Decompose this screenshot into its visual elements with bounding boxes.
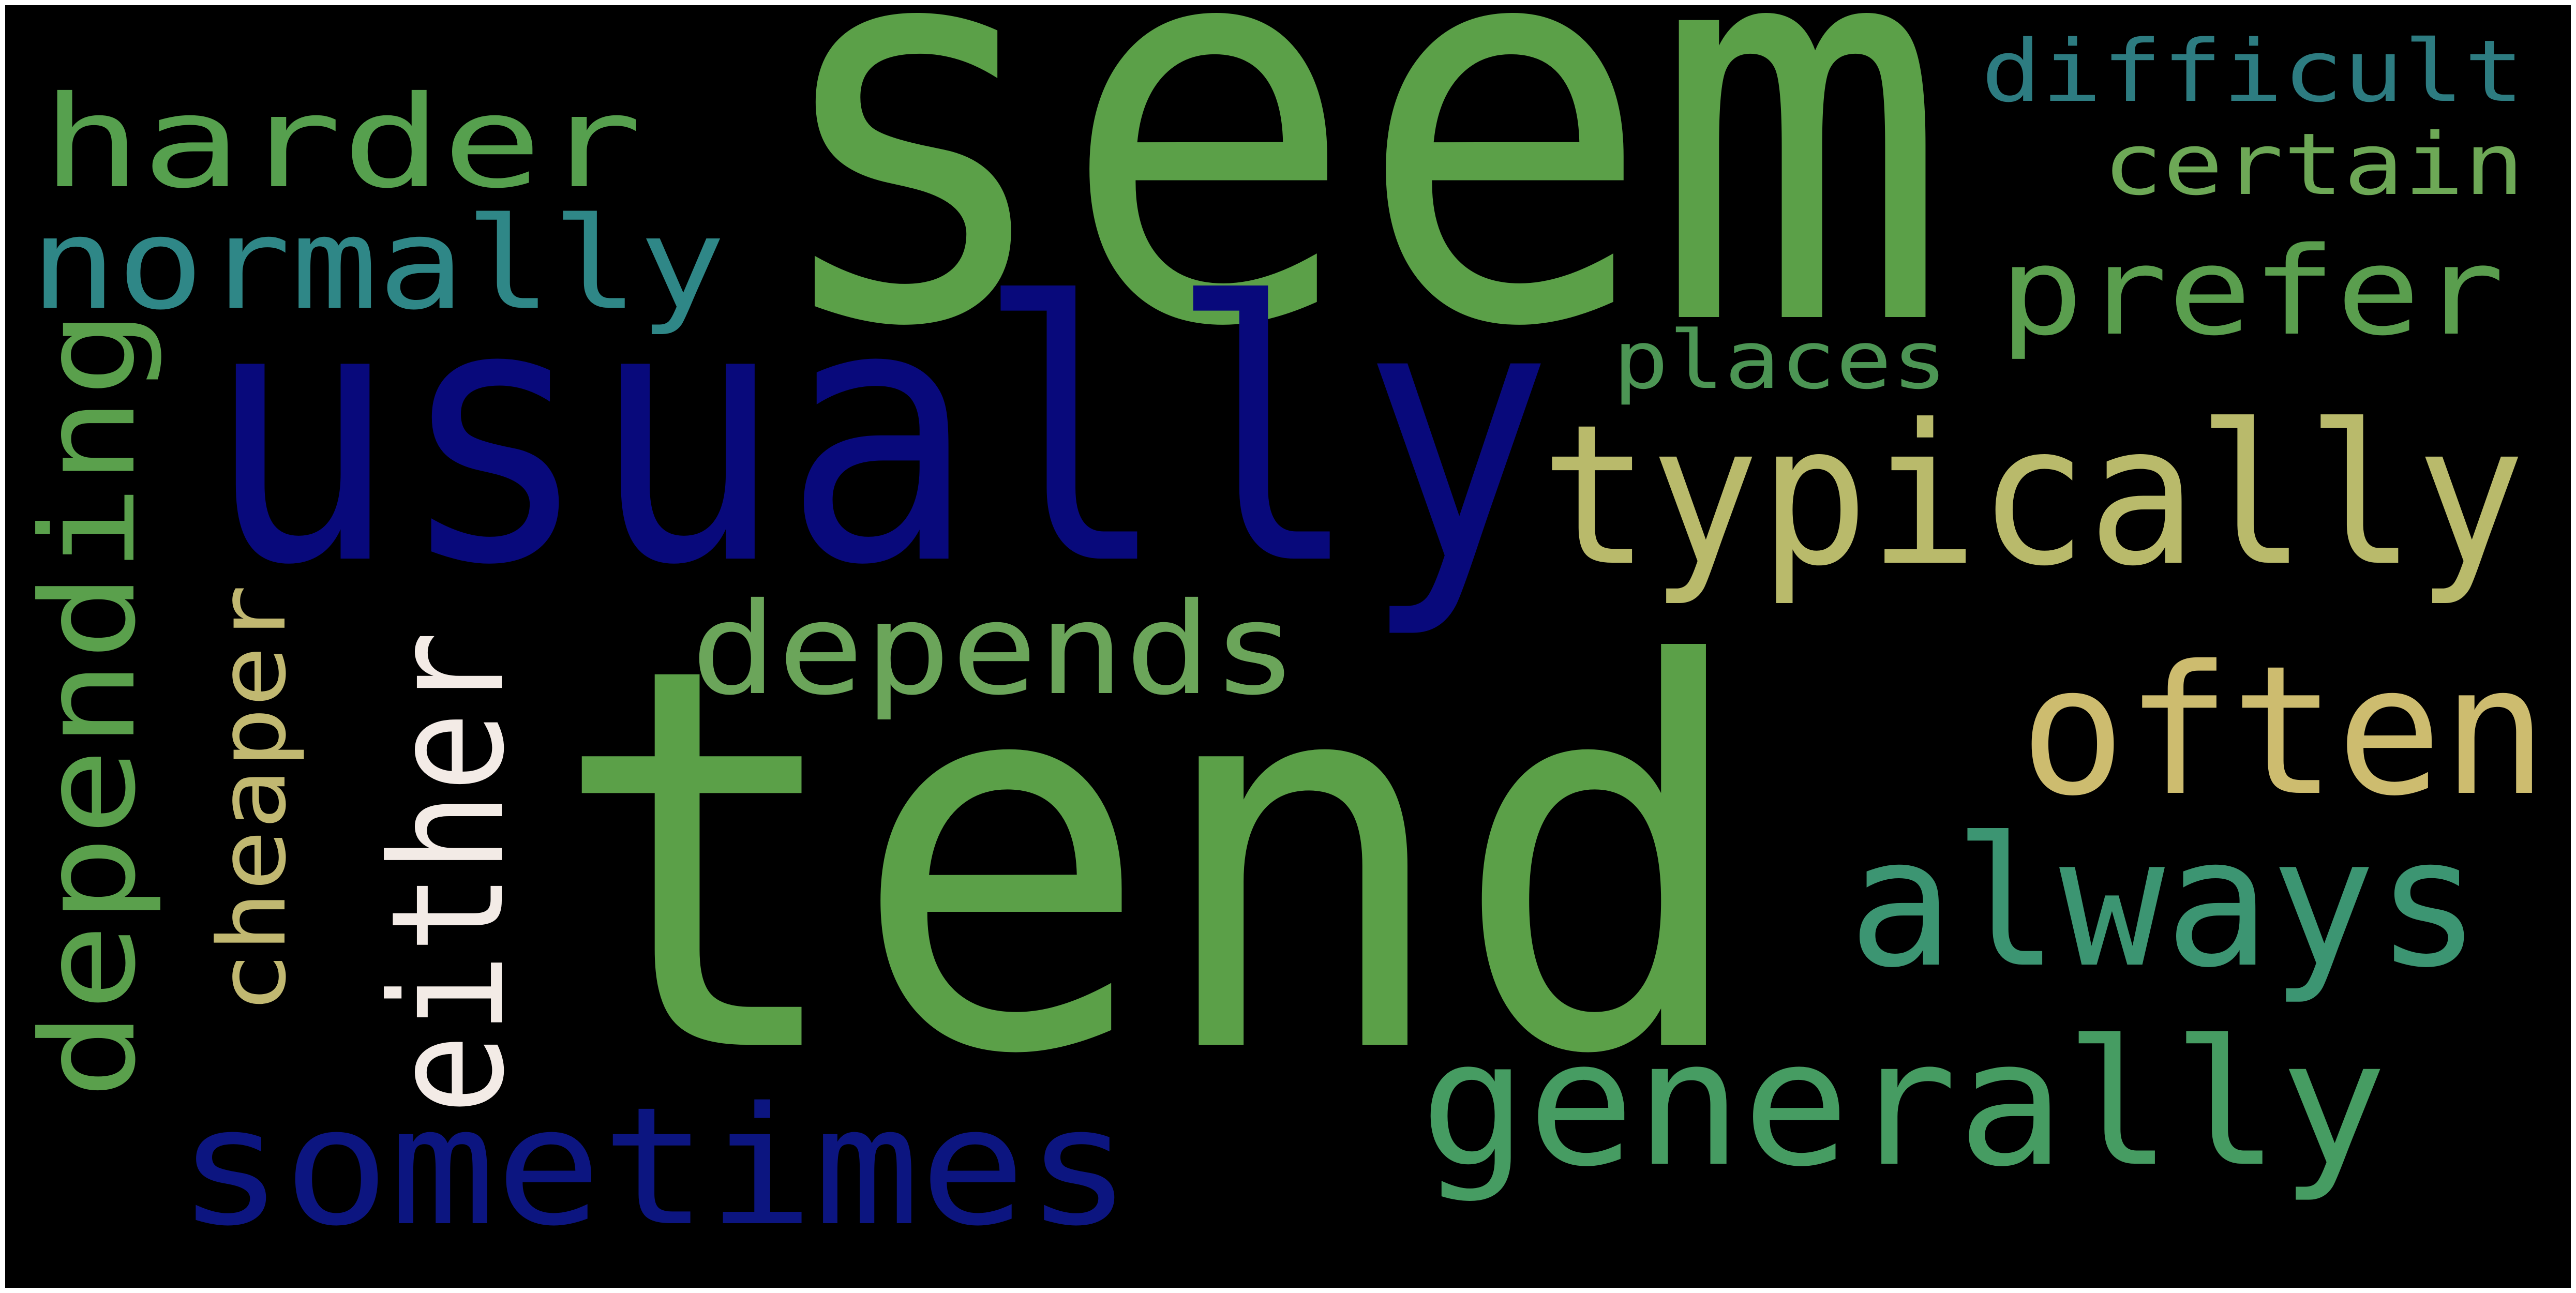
word-generally: generally (1420, 1003, 2387, 1205)
word-typically: typically (1540, 383, 2525, 609)
word-sometimes: sometimes (177, 1073, 1132, 1262)
cloud-background (5, 5, 2571, 1288)
word-either: either (358, 631, 538, 1115)
word-tend: tend (550, 555, 1753, 1169)
word-normally: normally (30, 190, 726, 338)
word-depends: depends (691, 576, 1298, 723)
word-cloud: seem tend usually typically often always… (5, 5, 2571, 1288)
word-prefer: prefer (1999, 221, 2505, 363)
word-cheaper: cheaper (199, 584, 307, 1014)
word-always: always (1848, 800, 2481, 1007)
word-harder: harder (41, 69, 642, 216)
word-places: places (1613, 313, 1948, 407)
word-cloud-canvas: seem tend usually typically often always… (5, 5, 2571, 1288)
word-difficult: difficult (1981, 22, 2524, 121)
word-often: often (2020, 628, 2548, 835)
word-certain: certain (2103, 115, 2524, 214)
word-usually: usually (205, 228, 1553, 643)
word-seem: seem (763, 5, 1949, 445)
word-depending: depending (13, 309, 164, 1099)
